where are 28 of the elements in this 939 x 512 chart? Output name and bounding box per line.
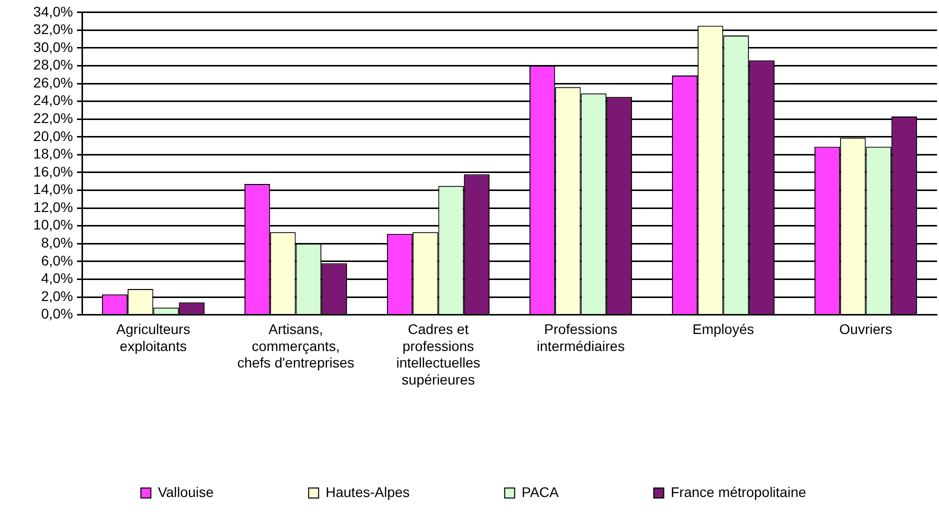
y-tick-label: 32,0% xyxy=(33,21,73,38)
y-tick-label: 16,0% xyxy=(33,163,73,180)
x-tick-label: Artisans, commerçants, chefs d'entreprises xyxy=(237,321,354,371)
y-tick-label: 18,0% xyxy=(33,146,73,162)
y-tick-label: 20,0% xyxy=(33,128,73,144)
y-tick-label: 14,0% xyxy=(33,181,73,198)
y-tick-label: 10,0% xyxy=(33,216,73,233)
y-tick-label: 0,0% xyxy=(41,306,73,322)
y-tick-label: 24,0% xyxy=(33,92,73,108)
x-tick-label: Ouvriers xyxy=(839,321,892,338)
y-tick-label: 34,0% xyxy=(33,3,73,20)
y-tick-label: 2,0% xyxy=(41,288,73,304)
legend-label: France métropolitaine xyxy=(670,484,806,500)
y-tick-label: 26,0% xyxy=(33,74,73,90)
y-tick-label: 6,0% xyxy=(41,252,73,268)
legend-label: PACA xyxy=(522,484,560,500)
legend-label: Hautes-Alpes xyxy=(326,484,410,500)
y-tick-label: 8,0% xyxy=(41,234,73,251)
x-tick-label: Employés xyxy=(692,321,754,338)
legend-label: Vallouise xyxy=(158,484,214,500)
y-tick-label: 22,0% xyxy=(33,110,73,126)
y-tick-label: 28,0% xyxy=(33,56,73,73)
x-tick-label: Agriculteurs exploitants xyxy=(116,321,190,354)
x-tick-label: Professions intermédiaires xyxy=(536,321,625,354)
y-tick-label: 4,0% xyxy=(41,270,73,286)
x-tick-label: Cadres et professions intellectuelles supérieures xyxy=(396,321,480,388)
y-tick-label: 30,0% xyxy=(33,38,73,55)
y-tick-label: 12,0% xyxy=(33,198,73,215)
